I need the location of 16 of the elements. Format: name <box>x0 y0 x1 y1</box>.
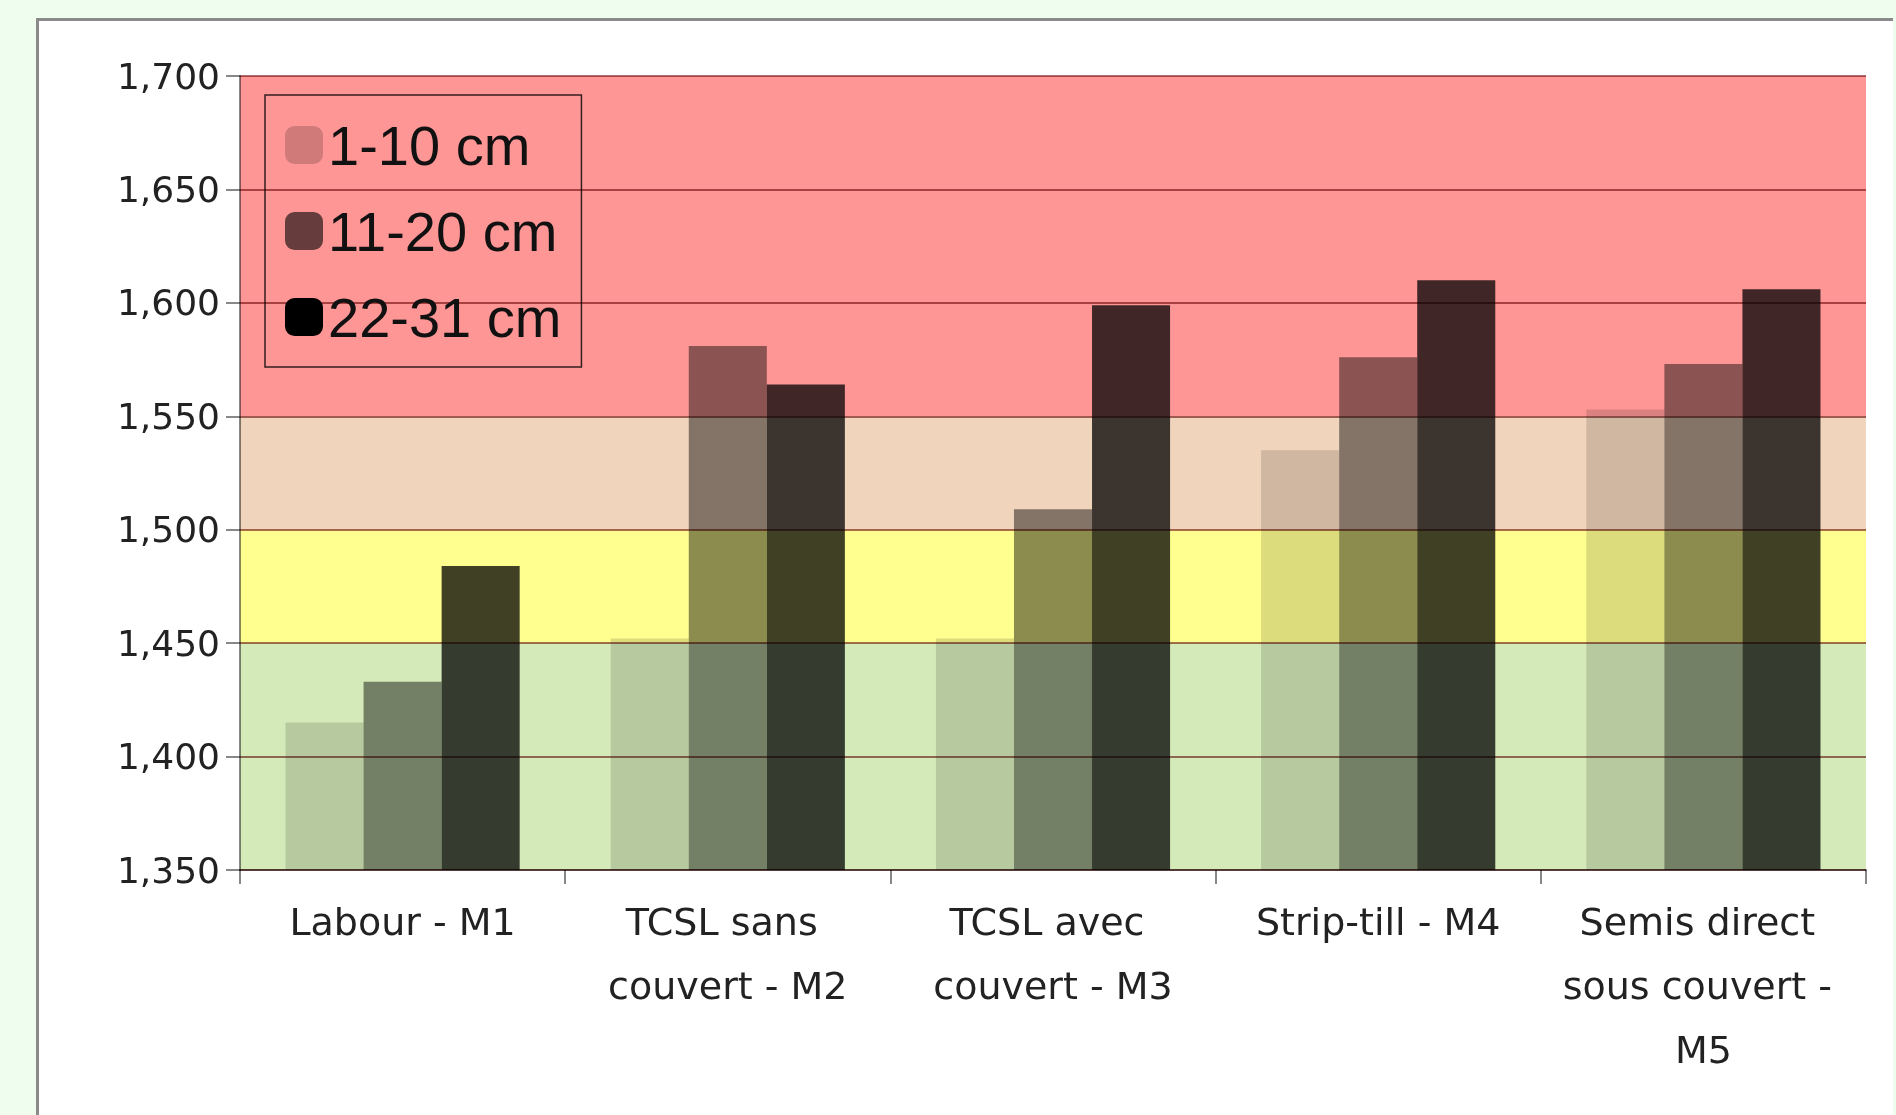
legend-label: 1-10 cm <box>328 113 531 177</box>
x-tick-label: Labour - M1 <box>289 900 516 944</box>
y-tick-label: 1,550 <box>116 395 220 437</box>
x-tick-label: Strip-till - M4 <box>1255 900 1501 944</box>
legend-label: 11-20 cm <box>328 199 558 263</box>
x-tick-label: Semis direct sous couvert - M5 <box>1562 900 1845 1072</box>
x-tick-label: TCSL avec couvert - M3 <box>933 900 1173 1008</box>
y-tick-label: 1,450 <box>116 622 220 664</box>
y-tick-label: 1,400 <box>116 736 220 778</box>
y-tick-label: 1,700 <box>116 55 220 97</box>
y-tick-label: 1,650 <box>116 168 220 210</box>
y-tick-label: 1,500 <box>116 509 220 551</box>
legend-label: 22-31 cm <box>328 285 562 349</box>
y-tick-label: 1,600 <box>116 282 220 324</box>
y-tick-label: 1,350 <box>116 849 220 891</box>
x-tick-label: TCSL sans couvert - M2 <box>608 900 848 1008</box>
